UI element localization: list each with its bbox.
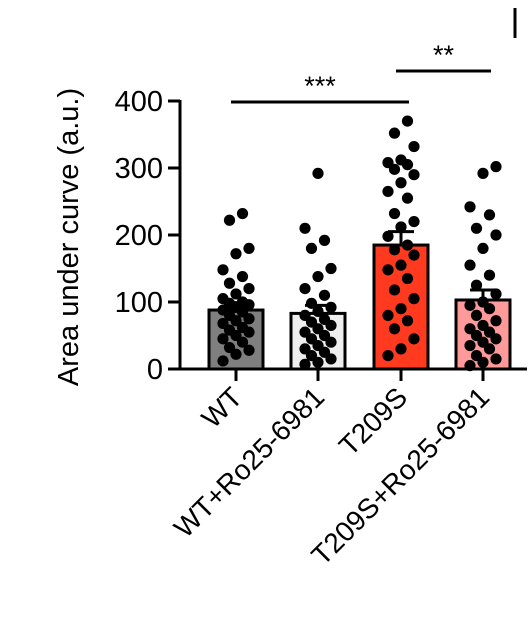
y-tick-label: 200 (115, 220, 163, 252)
data-point (395, 343, 407, 355)
data-point (230, 248, 242, 260)
data-point (299, 283, 311, 295)
y-tick-label: 400 (115, 86, 163, 118)
data-point (401, 272, 414, 285)
data-point (217, 264, 229, 276)
data-point (217, 333, 229, 345)
data-point (312, 167, 324, 179)
data-point (388, 127, 401, 139)
data-point (464, 323, 476, 335)
data-point (382, 185, 394, 198)
x-tick-label: WT (196, 381, 249, 434)
data-point (388, 284, 401, 296)
data-point (477, 296, 489, 308)
data-point (236, 207, 249, 220)
y-tick-label: 0 (147, 354, 163, 386)
data-point (299, 343, 311, 355)
data-point (401, 192, 414, 204)
data-point (470, 279, 483, 291)
data-point (382, 157, 394, 169)
data-point (318, 313, 331, 326)
data-point (408, 140, 420, 153)
significance-layer: ***** (231, 40, 491, 104)
data-point (325, 301, 337, 313)
data-point (477, 167, 489, 179)
significance-label: *** (304, 71, 336, 101)
points-layer (217, 115, 502, 372)
data-point (299, 222, 311, 234)
y-tick-label: 100 (115, 287, 163, 319)
data-point (236, 270, 249, 283)
data-point (382, 230, 394, 242)
data-point (490, 229, 502, 241)
data-point (299, 309, 311, 321)
data-point (395, 221, 407, 233)
data-point (223, 214, 236, 226)
data-point (388, 207, 401, 220)
data-point (223, 277, 236, 289)
x-tick-label: T209S (333, 381, 413, 461)
data-point (318, 234, 331, 246)
data-point (395, 259, 407, 271)
data-point (325, 262, 337, 275)
data-point (299, 358, 311, 370)
data-point (464, 339, 476, 352)
data-point (223, 341, 236, 354)
data-point (305, 242, 318, 254)
data-point (299, 326, 311, 338)
data-point (312, 270, 324, 283)
data-point (395, 154, 407, 166)
data-point (408, 216, 420, 228)
data-point (490, 315, 502, 327)
data-point (470, 350, 483, 362)
x-tick-label: WT+Ro25-6981 (168, 381, 330, 543)
data-point (243, 344, 255, 356)
data-point (464, 201, 476, 213)
data-point (243, 242, 255, 254)
data-point (382, 264, 394, 276)
data-point (230, 288, 242, 300)
data-point (408, 249, 420, 261)
data-point (401, 315, 414, 327)
data-point (388, 323, 401, 335)
data-point (243, 283, 255, 295)
data-point (470, 309, 483, 321)
data-point (408, 333, 420, 345)
data-point (217, 355, 229, 367)
data-point (483, 269, 496, 281)
data-point (464, 259, 476, 271)
data-point (382, 309, 394, 321)
y-tick-label: 300 (115, 153, 163, 185)
data-point (490, 161, 502, 173)
data-point (388, 244, 401, 256)
data-point (477, 242, 489, 254)
data-point (217, 317, 229, 330)
data-point (395, 177, 407, 189)
data-point (401, 239, 414, 251)
significance-label: ** (433, 40, 455, 70)
error-bars-layer (223, 230, 496, 314)
data-point (464, 299, 476, 311)
data-point (477, 319, 489, 332)
data-point (305, 297, 318, 309)
data-point (318, 289, 331, 301)
data-point (395, 303, 407, 315)
data-point (382, 350, 394, 362)
y-axis: 0 100 200 300 400 (115, 86, 182, 386)
data-point (470, 222, 483, 234)
data-point (408, 293, 420, 305)
data-point (490, 353, 502, 365)
y-axis-label: Area under curve (a.u.) (53, 88, 85, 386)
data-point (483, 209, 496, 221)
data-point (408, 169, 420, 181)
data-point (401, 115, 414, 127)
